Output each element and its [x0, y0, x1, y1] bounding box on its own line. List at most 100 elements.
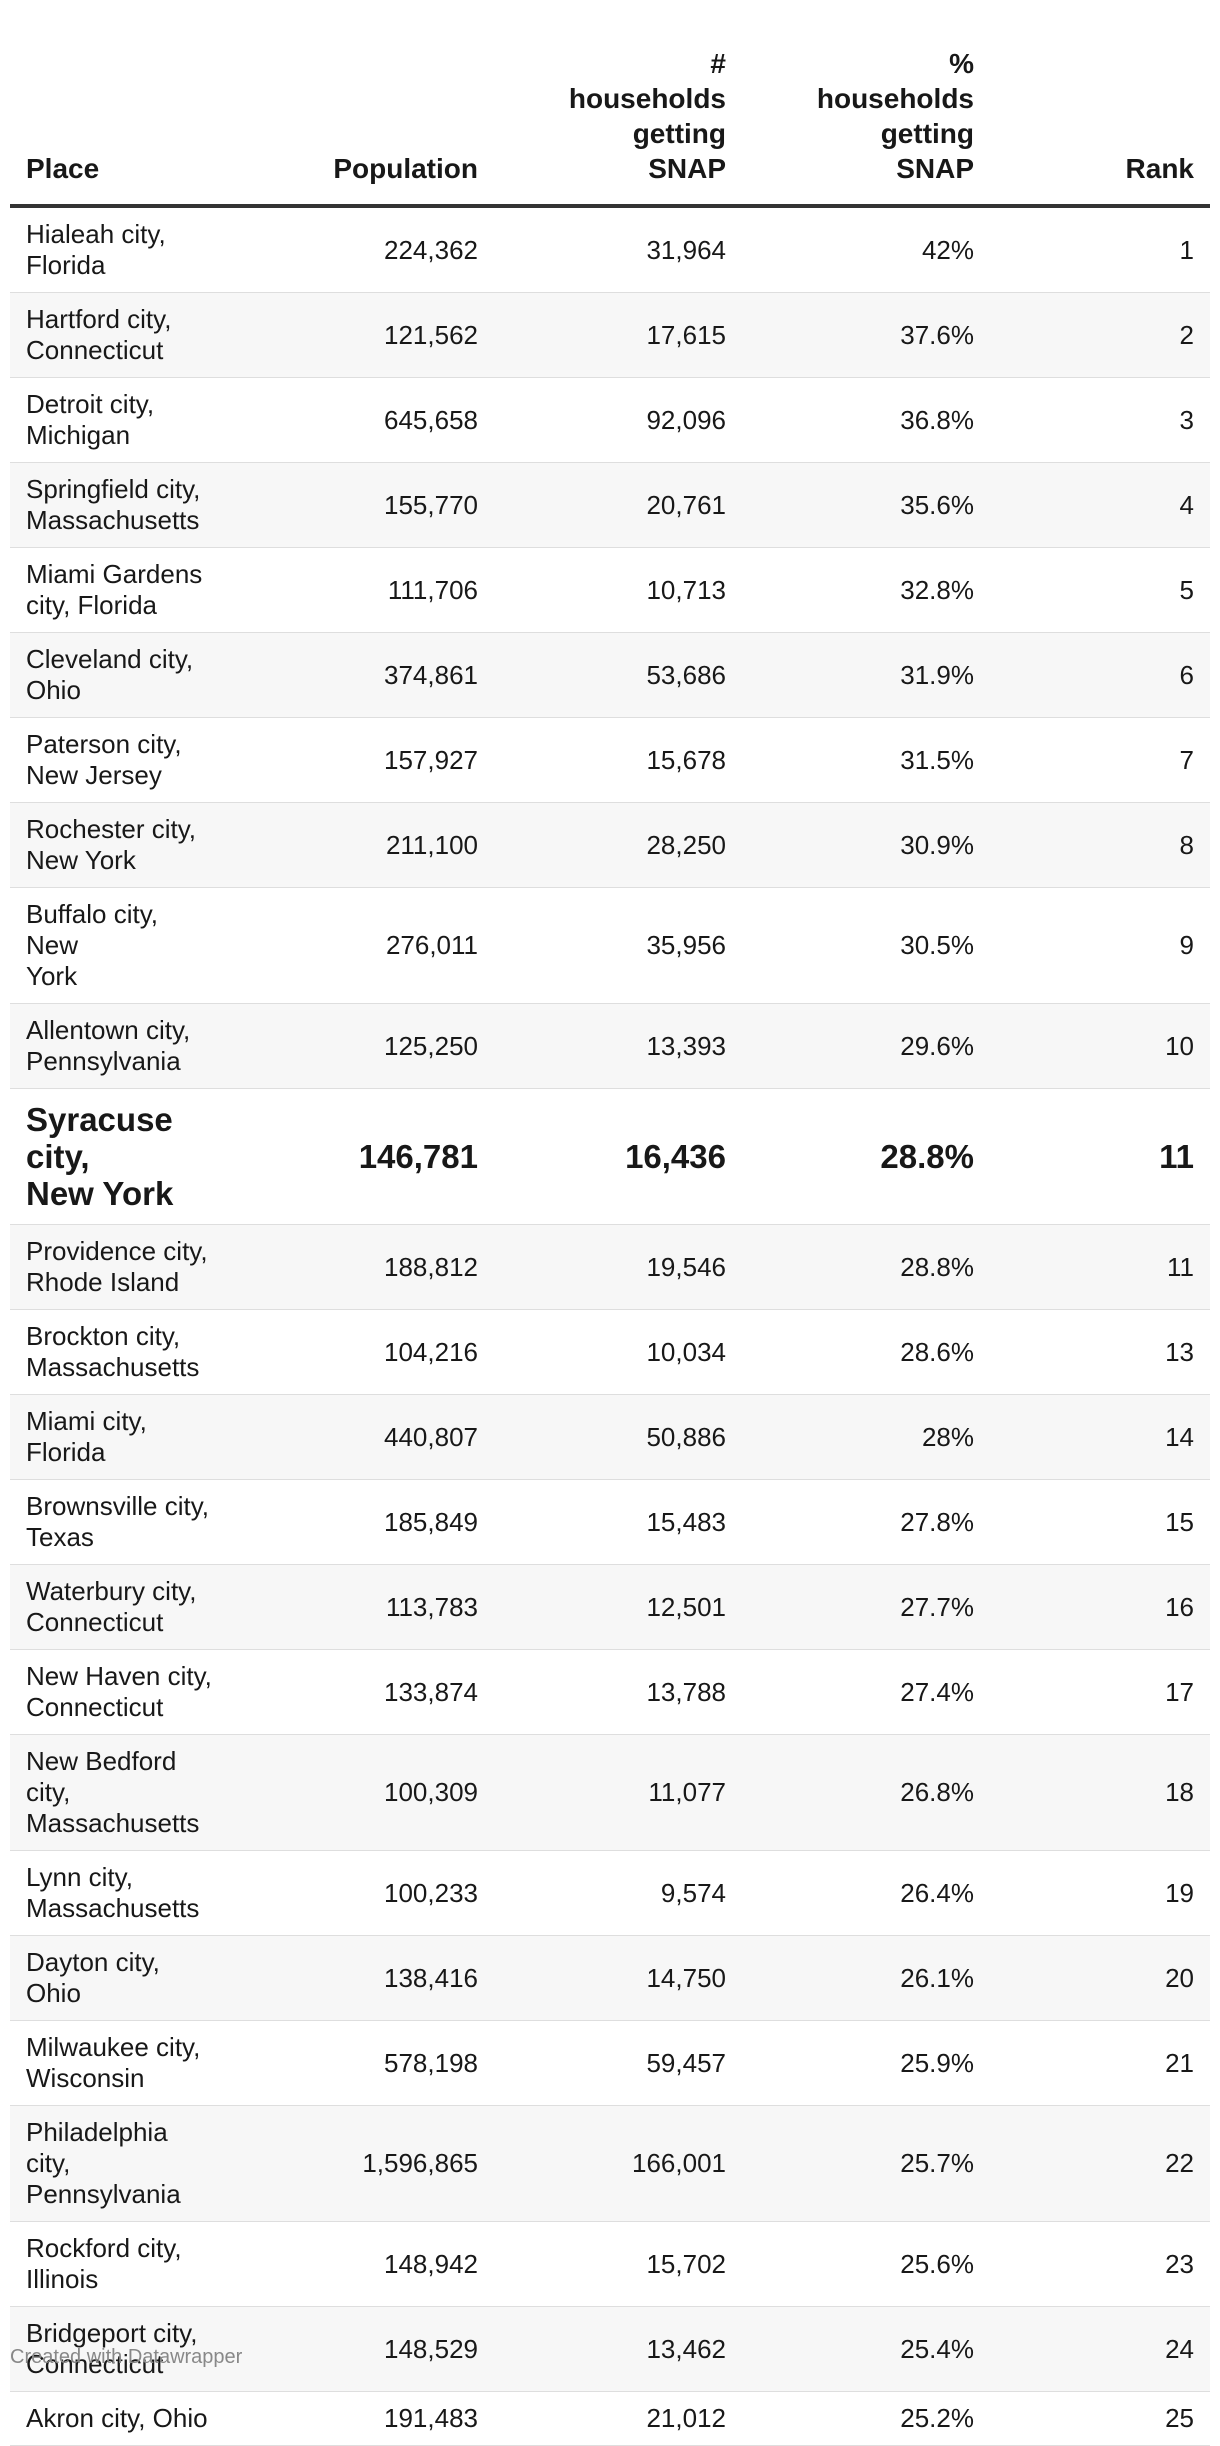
table-row: New Bedford city, Massachusetts 100,309 11,…: [10, 1734, 1210, 1851]
cell-place-line: Miami Gardens: [26, 559, 203, 589]
column-header-line: households: [816, 83, 974, 114]
cell-rank: 2: [990, 292, 1210, 378]
cell-place: Providence city, Rhode Island: [10, 1224, 230, 1310]
cell-population: 578,198: [230, 2020, 494, 2106]
cell-place: Akron city, Ohio: [10, 2391, 230, 2446]
cell-place: Miami Gardens city, Florida: [10, 547, 230, 633]
cell-population: 121,562: [230, 292, 494, 378]
cell-rank: 1: [990, 206, 1210, 293]
cell-rank: 14: [990, 1394, 1210, 1480]
cell-place: Hialeah city, Florida: [10, 206, 230, 293]
cell-households-snap: 53,686: [494, 632, 742, 718]
table-row: New Haven city, Connecticut 133,874 13,788 2…: [10, 1649, 1210, 1735]
cell-place-line: Waterbury city,: [26, 1576, 197, 1606]
cell-pct-snap: 37.6%: [742, 292, 990, 378]
cell-households-snap: 35,956: [494, 887, 742, 1004]
cell-households-snap: 13,462: [494, 2306, 742, 2392]
column-header-line: Population: [333, 153, 478, 184]
table-row: Philadelphia city, Pennsylvania 1,596,865 1…: [10, 2105, 1210, 2222]
cell-place-line: Buffalo city, New: [26, 899, 158, 960]
cell-households-snap: 92,096: [494, 377, 742, 463]
cell-place: Springfield city, Massachusetts: [10, 462, 230, 548]
cell-place-line: Massachusetts: [26, 505, 200, 535]
cell-population: 1,596,865: [230, 2105, 494, 2222]
cell-place: New Bedford city, Massachusetts: [10, 1734, 230, 1851]
cell-households-snap: 15,702: [494, 2221, 742, 2307]
cell-place-line: Michigan: [26, 420, 131, 450]
cell-place-line: Milwaukee city,: [26, 2032, 201, 2062]
cell-place: Waterbury city, Connecticut: [10, 1564, 230, 1650]
column-header-population: Population: [230, 0, 494, 208]
cell-population: 440,807: [230, 1394, 494, 1480]
cell-households-snap: 13,393: [494, 1003, 742, 1089]
column-header-line: Place: [26, 153, 100, 184]
footer-credit[interactable]: Created with Datawrapper: [10, 2346, 243, 2368]
snap-table: Place Population # households getting SNAP% ho…: [10, 0, 1210, 2446]
table-row: Cleveland city, Ohio 374,861 53,686 31.9% 6: [10, 632, 1210, 718]
cell-households-snap: 166,001: [494, 2105, 742, 2222]
cell-population: 157,927: [230, 717, 494, 803]
column-header-pct-snap: % households getting SNAP: [742, 0, 990, 208]
cell-population: 188,812: [230, 1224, 494, 1310]
cell-place-line: Paterson city,: [26, 729, 182, 759]
cell-rank: 21: [990, 2020, 1210, 2106]
cell-pct-snap: 31.5%: [742, 717, 990, 803]
cell-population: 645,658: [230, 377, 494, 463]
cell-households-snap: 10,034: [494, 1309, 742, 1395]
cell-place-line: Lynn city,: [26, 1862, 133, 1892]
column-header-line: SNAP: [896, 153, 974, 184]
table-row: Detroit city, Michigan 645,658 92,096 36.8% 3: [10, 377, 1210, 463]
cell-pct-snap: 32.8%: [742, 547, 990, 633]
cell-pct-snap: 26.4%: [742, 1850, 990, 1936]
cell-pct-snap: 28.8%: [742, 1224, 990, 1310]
cell-place-line: Pennsylvania: [26, 1046, 181, 1076]
cell-place-line: Akron city, Ohio: [26, 2403, 208, 2433]
column-header-line: Rank: [1125, 153, 1194, 184]
table-header: Place Population # households getting SNAP% ho…: [10, 0, 1210, 208]
cell-pct-snap: 25.2%: [742, 2391, 990, 2446]
cell-place-line: Detroit city,: [26, 389, 155, 419]
cell-rank: 23: [990, 2221, 1210, 2307]
cell-rank: 16: [990, 1564, 1210, 1650]
table-row: Dayton city, Ohio 138,416 14,750 26.1% 20: [10, 1935, 1210, 2021]
cell-households-snap: 10,713: [494, 547, 742, 633]
cell-place: Brownsville city, Texas: [10, 1479, 230, 1565]
cell-place-line: city, Florida: [26, 590, 157, 620]
column-header-rank: Rank: [990, 0, 1210, 208]
cell-population: 191,483: [230, 2391, 494, 2446]
cell-rank: 9: [990, 887, 1210, 1004]
cell-place-line: Illinois: [26, 2264, 99, 2294]
cell-pct-snap: 42%: [742, 206, 990, 293]
cell-place-line: Connecticut: [26, 1607, 164, 1637]
cell-place-line: Philadelphia city,: [26, 2117, 168, 2178]
cell-population: 138,416: [230, 1935, 494, 2021]
cell-place: Rockford city, Illinois: [10, 2221, 230, 2307]
cell-households-snap: 28,250: [494, 802, 742, 888]
table-row: Hartford city, Connecticut 121,562 17,615 37…: [10, 292, 1210, 378]
column-header-place: Place: [10, 0, 230, 208]
cell-households-snap: 15,483: [494, 1479, 742, 1565]
cell-place-line: Florida: [26, 1437, 106, 1467]
cell-pct-snap: 26.1%: [742, 1935, 990, 2021]
column-header-line: SNAP: [648, 153, 726, 184]
cell-place-line: Rochester city,: [26, 814, 197, 844]
table-row: Buffalo city, New York 276,011 35,956 30.5% 9: [10, 887, 1210, 1004]
cell-rank: 4: [990, 462, 1210, 548]
cell-rank: 18: [990, 1734, 1210, 1851]
cell-pct-snap: 26.8%: [742, 1734, 990, 1851]
cell-place-line: Texas: [26, 1522, 94, 1552]
cell-place-line: New Haven city,: [26, 1661, 212, 1691]
cell-place: Detroit city, Michigan: [10, 377, 230, 463]
table-row: Allentown city, Pennsylvania 125,250 13,393…: [10, 1003, 1210, 1089]
cell-rank: 25: [990, 2391, 1210, 2446]
cell-place-line: Brownsville city,: [26, 1491, 210, 1521]
table-row: Paterson city, New Jersey 157,927 15,678 31.…: [10, 717, 1210, 803]
table-row: Brockton city, Massachusetts 104,216 10,034…: [10, 1309, 1210, 1395]
cell-households-snap: 59,457: [494, 2020, 742, 2106]
cell-rank: 3: [990, 377, 1210, 463]
cell-population: 100,233: [230, 1850, 494, 1936]
cell-place-line: New York: [26, 845, 136, 875]
cell-place: Dayton city, Ohio: [10, 1935, 230, 2021]
header-row: Place Population # households getting SNAP% ho…: [10, 0, 1210, 208]
cell-place: Miami city, Florida: [10, 1394, 230, 1480]
